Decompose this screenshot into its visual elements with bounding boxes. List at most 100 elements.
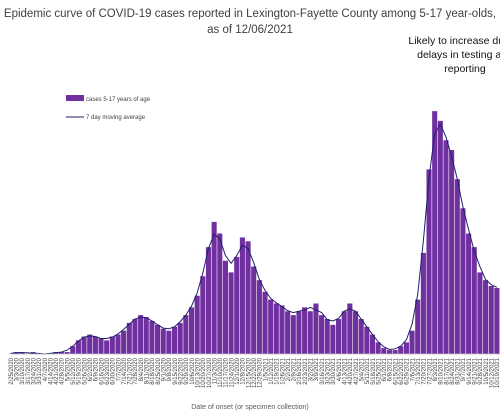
bar-61 xyxy=(352,311,359,354)
x-tick-label-80: 9/7/2021 xyxy=(461,357,467,381)
legend-swatch-cases xyxy=(66,95,84,101)
x-tick-label-37: 11/10/2020 xyxy=(218,357,224,387)
bar-82 xyxy=(471,247,477,354)
bar-46 xyxy=(268,299,274,354)
bar-79 xyxy=(454,179,460,354)
x-tick-label-34: 10/20/2020 xyxy=(201,357,207,388)
x-tick-label-29: 9/15/2020 xyxy=(173,357,179,384)
x-tick-label-67: 6/8/2021 xyxy=(388,357,394,381)
x-tick-label-72: 7/13/2021 xyxy=(416,357,422,384)
x-tick-label-65: 5/25/2021 xyxy=(376,357,382,384)
bar-17 xyxy=(104,340,110,354)
bar-13 xyxy=(81,336,87,354)
bar-52 xyxy=(302,307,308,354)
bar-77 xyxy=(443,140,449,354)
bar-22 xyxy=(132,319,138,354)
bar-50 xyxy=(290,315,296,354)
x-tick-label-60: 4/20/2021 xyxy=(348,357,354,384)
x-tick-label-74: 7/27/2021 xyxy=(427,357,433,384)
bar-44 xyxy=(256,280,262,354)
bar-32 xyxy=(188,307,195,354)
bar-28 xyxy=(166,330,172,354)
bar-81 xyxy=(466,233,472,354)
x-tick-label-3: 3/17/2020 xyxy=(26,357,32,384)
legend: cases 5-17 years of age 7 day moving ave… xyxy=(66,95,151,121)
x-tick-label-38: 11/17/2020 xyxy=(224,357,230,387)
bar-36 xyxy=(211,221,217,354)
bar-10 xyxy=(64,352,70,354)
x-tick-label-45: 1/5/2021 xyxy=(263,357,269,381)
x-tick-label-21: 7/21/2020 xyxy=(128,357,134,384)
x-tick-label-30: 9/22/2020 xyxy=(178,357,184,384)
bar-67 xyxy=(386,350,392,354)
x-tick-label-62: 5/4/2021 xyxy=(359,357,365,381)
x-tick-label-75: 8/3/2021 xyxy=(433,357,439,381)
bar-72 xyxy=(415,299,421,354)
x-tick-label-86: 10/19/2021 xyxy=(495,357,500,388)
bar-19 xyxy=(115,334,121,354)
bar-64 xyxy=(369,334,376,354)
x-tick-label-5: 3/31/2020 xyxy=(37,357,43,384)
x-tick-label-13: 5/26/2020 xyxy=(82,357,88,384)
x-tick-label-61: 4/27/2021 xyxy=(354,357,360,384)
x-tick-label-14: 6/2/2020 xyxy=(88,357,94,381)
x-tick-label-66: 6/1/2021 xyxy=(382,357,388,381)
x-tick-label-63: 5/11/2021 xyxy=(365,357,371,384)
x-tick-label-41: 12/8/2020 xyxy=(241,357,247,384)
bar-85 xyxy=(488,286,494,354)
bar-16 xyxy=(98,338,104,354)
x-tick-label-76: 8/10/2021 xyxy=(439,357,445,384)
bar-74 xyxy=(426,169,432,354)
x-tick-label-64: 5/18/2021 xyxy=(371,357,377,384)
bar-86 xyxy=(494,287,500,354)
x-tick-label-70: 6/29/2021 xyxy=(405,357,411,384)
x-tick-label-79: 8/31/2021 xyxy=(456,357,462,384)
bar-75 xyxy=(432,111,438,354)
bar-59 xyxy=(341,311,347,354)
x-tick-label-84: 10/5/2021 xyxy=(484,357,490,384)
x-tick-label-85: 10/12/2021 xyxy=(490,357,496,388)
bar-73 xyxy=(420,252,426,354)
bar-80 xyxy=(460,208,466,354)
x-tick-label-20: 7/14/2020 xyxy=(122,357,128,384)
bar-31 xyxy=(183,315,189,354)
x-tick-label-40: 12/1/2020 xyxy=(235,357,241,384)
legend-label-average: 7 day moving average xyxy=(86,115,146,121)
bar-29 xyxy=(172,326,178,354)
bar-48 xyxy=(279,305,285,354)
x-tick-label-31: 9/29/2020 xyxy=(184,357,190,384)
x-tick-label-10: 5/5/2020 xyxy=(65,357,71,381)
x-tick-label-57: 3/30/2021 xyxy=(331,357,337,384)
x-tick-label-0: 2/25/2020 xyxy=(9,357,15,384)
x-tick-label-28: 9/8/2020 xyxy=(167,357,173,381)
x-tick-label-59: 4/13/2021 xyxy=(342,357,348,384)
bar-26 xyxy=(155,324,161,354)
bar-35 xyxy=(205,247,212,354)
bar-54 xyxy=(313,303,319,354)
bar-84 xyxy=(483,280,489,354)
bar-51 xyxy=(296,311,302,354)
bar-56 xyxy=(324,319,330,354)
bar-49 xyxy=(285,311,291,354)
x-tick-label-82: 9/21/2021 xyxy=(473,357,479,384)
x-tick-label-16: 6/16/2020 xyxy=(99,357,105,384)
bar-76 xyxy=(437,120,443,354)
x-tick-label-35: 10/27/2020 xyxy=(207,357,213,388)
moving-average-line xyxy=(10,122,498,355)
x-tick-label-55: 3/16/2021 xyxy=(320,357,326,384)
bar-30 xyxy=(177,322,183,354)
x-tick-label-9: 4/28/2020 xyxy=(60,357,66,384)
x-tick-label-24: 8/11/2020 xyxy=(145,357,151,384)
x-tick-label-27: 9/1/2020 xyxy=(162,357,168,381)
bar-25 xyxy=(149,320,155,354)
x-tick-label-43: 12/22/2020 xyxy=(252,357,258,388)
bar-23 xyxy=(138,315,144,354)
x-tick-label-68: 6/15/2021 xyxy=(393,357,399,384)
bar-78 xyxy=(449,150,455,354)
x-tick-label-26: 8/25/2020 xyxy=(156,357,162,384)
x-tick-label-49: 2/2/2021 xyxy=(286,357,292,381)
x-tick-label-18: 6/30/2020 xyxy=(111,357,117,384)
bar-18 xyxy=(109,336,115,354)
x-tick-label-52: 2/23/2021 xyxy=(303,357,309,384)
legend-label-cases: cases 5-17 years of age xyxy=(86,97,151,103)
